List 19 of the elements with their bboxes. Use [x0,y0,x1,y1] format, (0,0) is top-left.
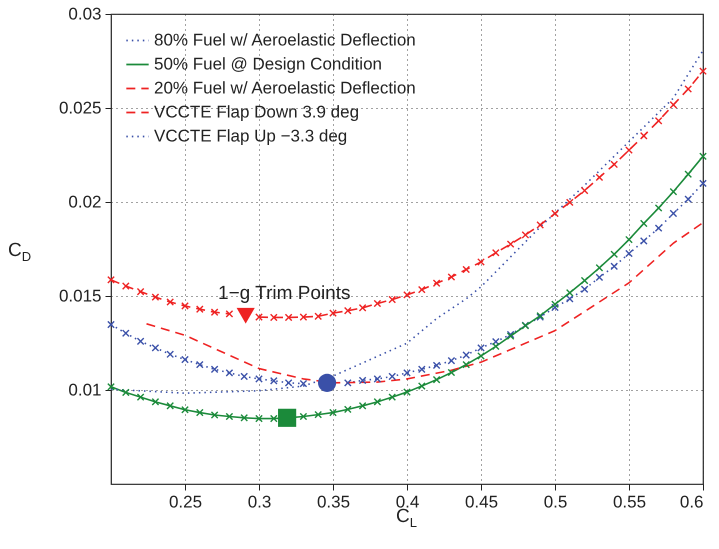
legend-label: 50% Fuel @ Design Condition [154,54,382,74]
y-axis-title: C$_{D}$ [8,240,32,264]
annotation: 1−g Trim Points [218,283,351,305]
legend-label: VCCTE Flap Up −3.3 deg [154,126,348,146]
x-tick-label: 0.55 [612,492,646,512]
x-tick-label: 0.3 [248,492,272,512]
y-tick-label: 0.01 [68,380,102,400]
x-tick-label: 0.45 [464,492,498,512]
legend-label: 80% Fuel w/ Aeroelastic Deflection [154,30,416,50]
y-tick-label: 0.025 [58,98,102,118]
x-tick-label: 0.25 [168,492,202,512]
x-tick-label: 0.6 [680,492,704,512]
y-tick-label: 0.015 [58,286,102,306]
x-tick-label: 0.5 [544,492,568,512]
y-tick-label: 0.03 [68,4,102,24]
legend-label: VCCTE Flap Down 3.9 deg [154,102,360,122]
x-tick-label: 0.35 [316,492,350,512]
y-tick-label: 0.02 [68,192,102,212]
legend-label: 20% Fuel w/ Aeroelastic Deflection [154,78,416,98]
